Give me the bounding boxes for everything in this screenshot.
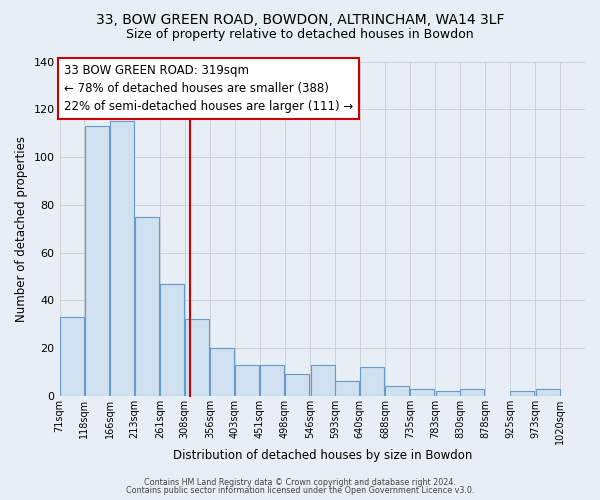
Text: Contains public sector information licensed under the Open Government Licence v3: Contains public sector information licen… — [126, 486, 474, 495]
Bar — [60, 317, 84, 396]
Bar — [311, 365, 335, 396]
Bar — [185, 320, 209, 396]
Bar — [110, 121, 134, 396]
Bar — [260, 365, 284, 396]
Text: 33, BOW GREEN ROAD, BOWDON, ALTRINCHAM, WA14 3LF: 33, BOW GREEN ROAD, BOWDON, ALTRINCHAM, … — [96, 13, 504, 27]
Bar — [235, 365, 259, 396]
Bar — [210, 348, 234, 396]
Bar — [285, 374, 309, 396]
Bar — [460, 388, 484, 396]
Text: Contains HM Land Registry data © Crown copyright and database right 2024.: Contains HM Land Registry data © Crown c… — [144, 478, 456, 487]
Bar — [360, 367, 384, 396]
Bar — [385, 386, 409, 396]
Bar — [335, 382, 359, 396]
Bar — [536, 388, 560, 396]
Text: 33 BOW GREEN ROAD: 319sqm
← 78% of detached houses are smaller (388)
22% of semi: 33 BOW GREEN ROAD: 319sqm ← 78% of detac… — [64, 64, 353, 113]
Bar — [511, 391, 535, 396]
Bar — [436, 391, 460, 396]
Y-axis label: Number of detached properties: Number of detached properties — [15, 136, 28, 322]
Bar — [135, 216, 159, 396]
Bar — [410, 388, 434, 396]
X-axis label: Distribution of detached houses by size in Bowdon: Distribution of detached houses by size … — [173, 450, 472, 462]
Text: Size of property relative to detached houses in Bowdon: Size of property relative to detached ho… — [126, 28, 474, 41]
Bar — [160, 284, 184, 396]
Bar — [85, 126, 109, 396]
